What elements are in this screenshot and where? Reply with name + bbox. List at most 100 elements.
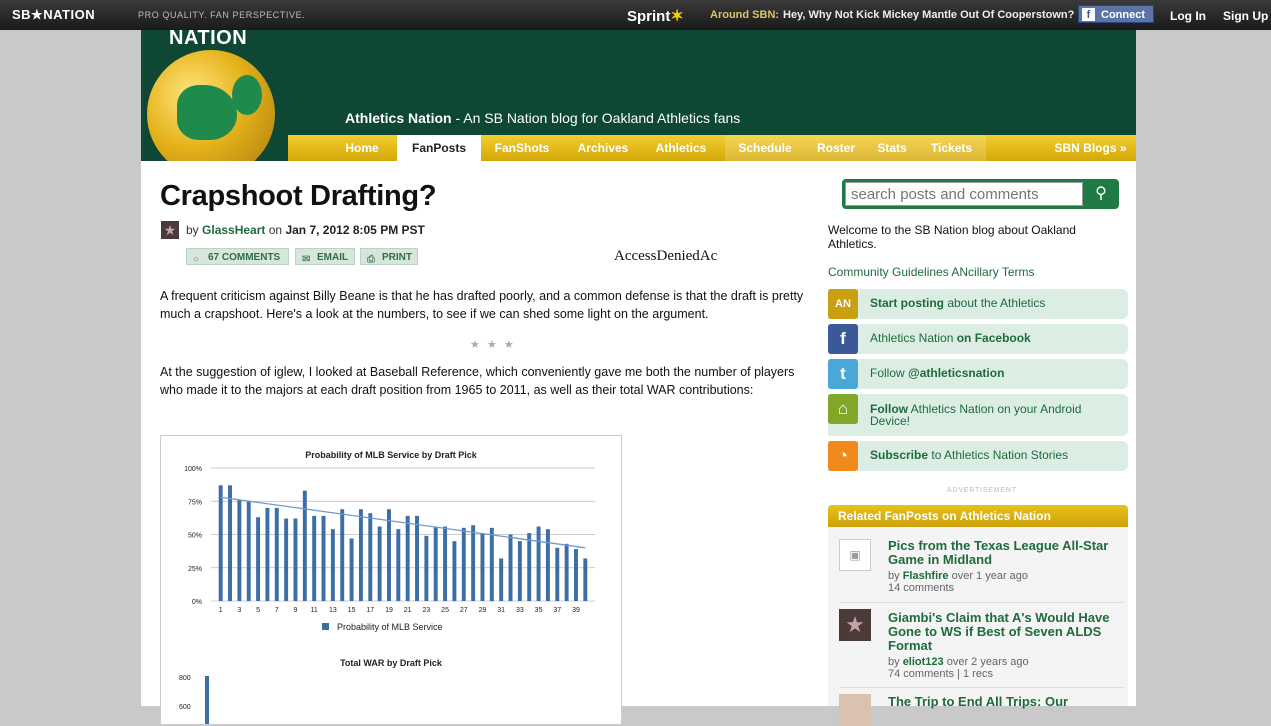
post-date: Jan 7, 2012 8:05 PM PST (285, 223, 425, 237)
welcome-text: Welcome to the SB Nation blog about Oakl… (828, 223, 1076, 251)
blog-name[interactable]: Athletics Nation (345, 110, 452, 126)
chart-1-bar (443, 526, 448, 601)
chart-1-ytick-label: 25% (188, 566, 202, 573)
broken-image-icon: ▣ (839, 539, 871, 571)
nav-stats[interactable]: Stats (867, 135, 917, 161)
sidebar-subscribe[interactable]: ◔ Subscribe to Athletics Nation Stories (828, 441, 1128, 471)
blog-header: NATION Athletics Nation - An SB Nation b… (141, 30, 1136, 161)
chart-1-xtick-label: 39 (572, 607, 580, 614)
around-sbn-link[interactable]: Hey, Why Not Kick Mickey Mantle Out Of C… (783, 9, 1075, 21)
signup-link[interactable]: Sign Up (1223, 9, 1269, 23)
avatar (839, 694, 871, 726)
chart-1-bar (415, 515, 419, 601)
chart-1-bar (452, 541, 457, 601)
rss-icon: ◔ (828, 441, 858, 471)
chart-1-bar (377, 526, 382, 601)
globe-logo-icon (147, 50, 275, 161)
nav-fanshots[interactable]: FanShots (494, 141, 550, 155)
related-post-author[interactable]: eliot123 (902, 656, 944, 668)
byline-on: on (268, 223, 283, 237)
chart-1-bar (349, 538, 354, 601)
email-button[interactable]: ✉ EMAIL (295, 248, 355, 265)
chart-1-xtick-label: 9 (294, 607, 298, 614)
related-post-title[interactable]: The Trip to End All Trips: Our (888, 694, 1069, 709)
search-input[interactable] (845, 182, 1083, 206)
related-fanposts-header: Related FanPosts on Athletics Nation (828, 505, 1128, 527)
sidebar-item-label: Start posting about the Athletics (870, 296, 1046, 310)
chart-1-bar (237, 499, 242, 601)
sidebar-item-label: Athletics Nation on Facebook (870, 331, 1031, 345)
athletics-nation-logo[interactable]: NATION (141, 30, 288, 161)
related-post-author[interactable]: Flashfire (902, 570, 949, 582)
nav-fanposts[interactable]: FanPosts (397, 135, 481, 161)
facebook-connect-button[interactable]: f Connect (1078, 5, 1154, 23)
sidebar-twitter[interactable]: t Follow @athleticsnation (828, 359, 1128, 389)
around-sbn-label: Around SBN: (710, 9, 780, 21)
related-fanposts-list: ▣ Pics from the Texas League All-Star Ga… (828, 527, 1128, 726)
comments-label: 67 COMMENTS (208, 252, 281, 263)
nav-tickets[interactable]: Tickets (917, 135, 986, 161)
chart-1-bar (461, 527, 466, 601)
comment-bubble-icon: ○ (193, 254, 200, 265)
facebook-icon: f (828, 324, 858, 354)
sbn-blogs-link[interactable]: SBN Blogs » (1054, 141, 1127, 155)
chart-image: Probability of MLB Service by Draft Pick… (160, 435, 622, 725)
chart-1-bar (489, 527, 494, 601)
chart-1-bar (583, 558, 588, 601)
chart-1-bar (574, 549, 578, 601)
chart-1-bar (312, 515, 317, 601)
chart-1-bar (265, 507, 270, 601)
main-nav: Home FanPosts FanShots Archives Athletic… (288, 135, 1136, 161)
chart-1-bar (321, 515, 326, 601)
author-link[interactable]: GlassHeart (202, 223, 266, 237)
sidebar-facebook[interactable]: f Athletics Nation on Facebook (828, 324, 1128, 354)
post-paragraph-2: At the suggestion of iglew, I looked at … (160, 365, 795, 397)
email-label: EMAIL (317, 252, 349, 263)
chart-1-xtick-label: 3 (237, 607, 241, 614)
chart-1-bar (480, 533, 485, 601)
chart-1-xtick-label: 21 (404, 607, 412, 614)
nav-archives[interactable]: Archives (577, 141, 629, 155)
related-post-title[interactable]: Giambi's Claim that A's Would Have Gone … (888, 610, 1110, 653)
sprint-wing-icon: ✶ (670, 8, 684, 25)
chart-1-xtick-label: 17 (366, 607, 374, 614)
nav-schedule[interactable]: Schedule (725, 135, 805, 161)
chart-1-legend-swatch (322, 623, 329, 630)
logo-nation-text: NATION (169, 30, 248, 49)
login-link[interactable]: Log In (1170, 9, 1206, 23)
sbn-logo[interactable]: SB★NATION (12, 7, 96, 22)
page-content: NATION Athletics Nation - An SB Nation b… (141, 30, 1136, 726)
print-label: PRINT (382, 252, 412, 263)
nav-home[interactable]: Home (345, 141, 379, 155)
chart-2-bar-1 (205, 676, 209, 724)
facebook-icon: f (1082, 8, 1095, 21)
chart-1-bar (508, 534, 513, 601)
related-post-title[interactable]: Pics from the Texas League All-Star Game… (888, 538, 1109, 567)
chart-1-xtick-label: 37 (553, 607, 561, 614)
chart-1-xtick-label: 31 (497, 607, 505, 614)
sprint-sponsor-logo[interactable]: Sprint✶ (627, 6, 684, 26)
author-avatar[interactable]: ★ (161, 221, 179, 239)
chart-1-bar (368, 513, 373, 601)
sidebar-item-label: Follow Athletics Nation on your Android … (870, 402, 1082, 428)
search-form: ⚲ (842, 179, 1119, 209)
twitter-icon: t (828, 359, 858, 389)
related-post-comments[interactable]: 74 comments | 1 recs (888, 668, 993, 680)
sidebar-android[interactable]: ⌂ Follow Athletics Nation on your Androi… (828, 394, 1128, 436)
related-post-comments[interactable]: 14 comments (888, 582, 955, 594)
chart-1-bar (433, 526, 438, 601)
chart-2-ytick-800: 800 (179, 675, 191, 682)
sprint-label: Sprint (627, 8, 671, 25)
chart-1-bar (396, 529, 401, 601)
nav-roster[interactable]: Roster (805, 135, 867, 161)
chart-1-bar (228, 485, 232, 601)
comments-button[interactable]: ○ 67 COMMENTS (186, 248, 289, 265)
chart-1-xtick-label: 23 (422, 607, 430, 614)
chart-2-title: Total WAR by Draft Pick (340, 658, 443, 668)
nav-athletics[interactable]: Athletics (655, 141, 707, 155)
chart-1-bar (545, 529, 550, 601)
sidebar-start-posting[interactable]: AN Start posting about the Athletics (828, 289, 1128, 319)
community-guidelines-link[interactable]: Community Guidelines ANcillary Terms (828, 265, 1035, 279)
search-icon[interactable]: ⚲ (1095, 185, 1107, 202)
print-button[interactable]: ⎙ PRINT (360, 248, 418, 265)
